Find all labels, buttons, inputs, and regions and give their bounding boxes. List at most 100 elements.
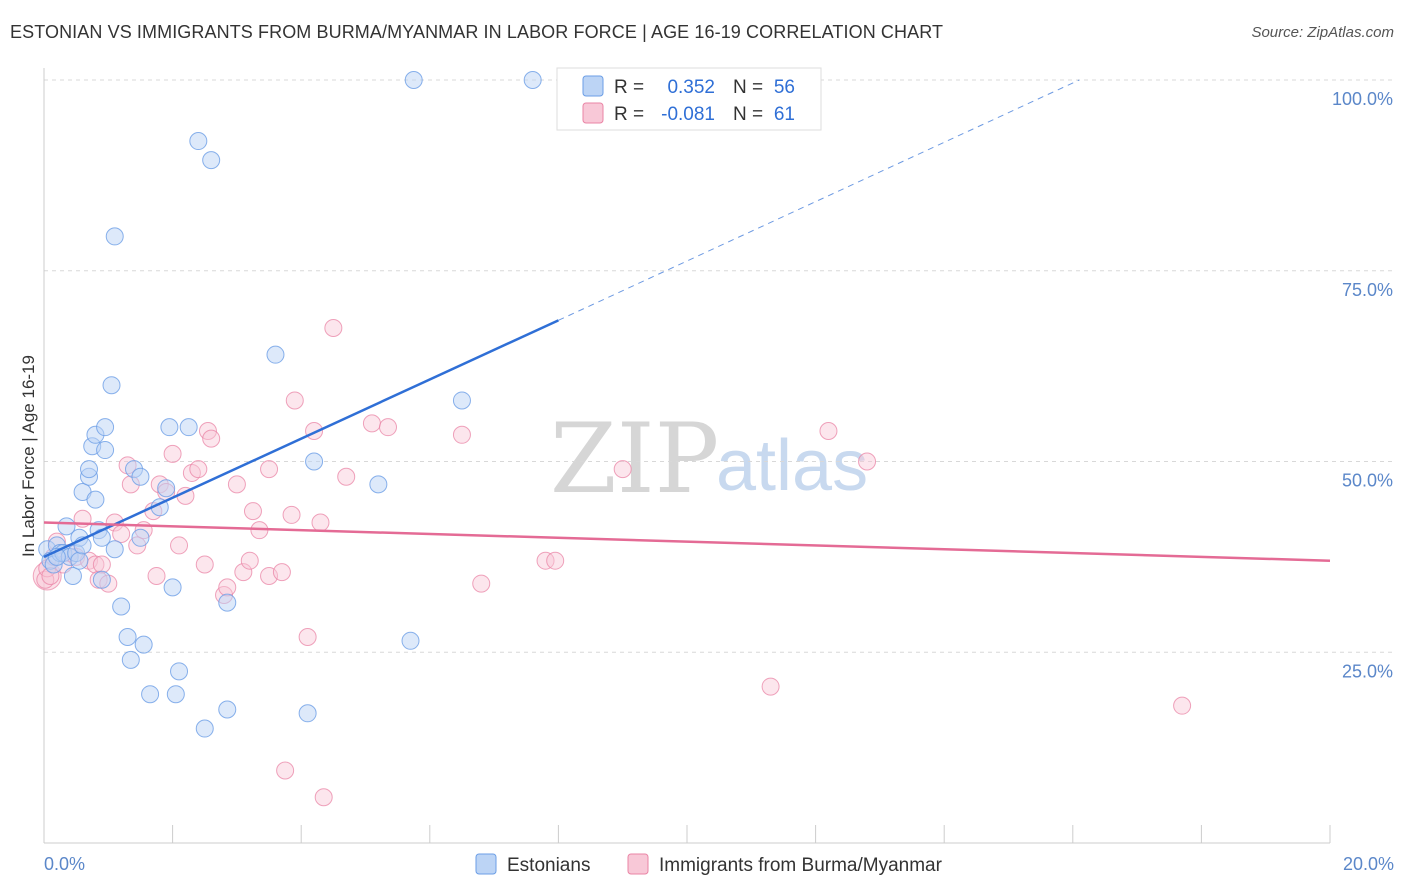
series-legend: Estonians Immigrants from Burma/Myanmar (475, 853, 943, 876)
data-point-immigrants (234, 563, 253, 582)
data-point-immigrants (147, 566, 166, 585)
data-point-immigrants (536, 551, 555, 570)
data-point-immigrants (858, 452, 877, 471)
data-point-immigrants (546, 551, 565, 570)
data-point-estonians (96, 441, 115, 460)
data-point-estonians (96, 418, 115, 437)
data-point-estonians (160, 418, 179, 437)
bottom-legend-immigrants: Immigrants from Burma/Myanmar (659, 855, 943, 876)
bottom-legend-swatch-estonians (475, 853, 497, 875)
data-point-immigrants (170, 536, 189, 555)
data-point-estonians (105, 227, 124, 246)
data-point-estonians (141, 685, 160, 704)
data-point-estonians (202, 151, 221, 170)
data-point-immigrants (452, 425, 471, 444)
data-point-estonians (86, 490, 105, 509)
y-tick-label: 50.0% (1342, 471, 1393, 491)
legend-n-value-1: 56 (774, 77, 795, 98)
data-point-estonians (112, 597, 131, 616)
y-tick-label: 25.0% (1342, 661, 1393, 681)
data-point-immigrants (189, 460, 208, 479)
data-point-estonians (401, 631, 420, 650)
legend-swatch-immigrants (582, 102, 604, 124)
series-immigrants-points (32, 318, 1192, 807)
data-point-estonians (157, 479, 176, 498)
tick-labels: 25.0% 50.0% 75.0% 100.0% 0.0% 20.0% (44, 89, 1394, 874)
data-point-immigrants (163, 444, 182, 463)
legend-r-label-2: R = (614, 104, 644, 125)
data-point-immigrants (314, 788, 333, 807)
data-point-estonians (92, 570, 111, 589)
data-point-estonians (121, 650, 140, 669)
watermark-atlas: atlas (716, 426, 868, 506)
data-point-immigrants (260, 460, 279, 479)
data-point-immigrants (285, 391, 304, 410)
data-point-immigrants (337, 467, 356, 486)
legend-r-value-2: -0.081 (661, 104, 715, 125)
data-point-immigrants (227, 475, 246, 494)
x-tick-label-max: 20.0% (1343, 854, 1394, 874)
data-point-immigrants (324, 318, 343, 337)
data-point-estonians (131, 467, 150, 486)
correlation-legend: R = 0.352 N = 56 R = -0.081 N = 61 (556, 67, 822, 131)
data-point-estonians (80, 460, 99, 479)
data-point-immigrants (282, 505, 301, 524)
data-point-immigrants (298, 627, 317, 646)
data-point-estonians (452, 391, 471, 410)
chart-title: ESTONIAN VS IMMIGRANTS FROM BURMA/MYANMA… (10, 22, 944, 42)
data-point-immigrants (761, 677, 780, 696)
bottom-legend-estonians: Estonians (507, 855, 590, 876)
legend-r-value-1: 0.352 (667, 77, 715, 98)
data-point-estonians (102, 376, 121, 395)
source-label: Source: ZipAtlas.com (1251, 24, 1394, 41)
trend-lines (43, 79, 1331, 562)
data-point-estonians (170, 662, 189, 681)
axes (43, 68, 1331, 844)
data-point-immigrants (276, 761, 295, 780)
data-point-estonians (70, 551, 89, 570)
trend-line-estonians-extrapolated (558, 79, 1080, 321)
y-axis-label: In Labor Force | Age 16-19 (19, 355, 38, 557)
data-point-estonians (166, 685, 185, 704)
legend-n-label-2: N = (733, 104, 763, 125)
data-point-immigrants (92, 555, 111, 574)
data-point-immigrants (311, 513, 330, 532)
data-point-estonians (305, 452, 324, 471)
y-tick-label: 75.0% (1342, 280, 1393, 300)
data-point-estonians (369, 475, 388, 494)
data-point-estonians (298, 704, 317, 723)
data-point-estonians (523, 71, 542, 89)
data-point-estonians (163, 578, 182, 597)
watermark-zip: ZIP (550, 403, 719, 515)
data-point-immigrants (195, 555, 214, 574)
data-point-estonians (218, 593, 237, 612)
bottom-legend-swatch-immigrants (627, 853, 649, 875)
legend-n-label-1: N = (733, 77, 763, 98)
data-point-estonians (218, 700, 237, 719)
data-point-immigrants (379, 418, 398, 437)
data-point-estonians (63, 566, 82, 585)
data-point-immigrants (272, 563, 291, 582)
x-tick-label-min: 0.0% (44, 854, 85, 874)
data-point-immigrants (1173, 696, 1192, 715)
data-point-immigrants (613, 460, 632, 479)
data-point-estonians (118, 627, 137, 646)
data-point-immigrants (240, 551, 259, 570)
data-point-estonians (134, 635, 153, 654)
data-point-immigrants (243, 502, 262, 521)
legend-n-value-2: 61 (774, 104, 795, 125)
y-tick-label: 100.0% (1332, 89, 1393, 109)
data-point-immigrants (218, 578, 237, 597)
data-point-estonians (179, 418, 198, 437)
data-point-estonians (131, 528, 150, 547)
data-point-estonians (195, 719, 214, 738)
data-point-immigrants (472, 574, 491, 593)
legend-swatch-estonians (582, 75, 604, 97)
data-point-immigrants (819, 421, 838, 440)
data-point-estonians (404, 71, 423, 89)
trend-line-estonians (43, 319, 559, 559)
trend-line-immigrants (43, 521, 1331, 562)
data-point-estonians (266, 345, 285, 364)
data-point-immigrants (112, 524, 131, 543)
